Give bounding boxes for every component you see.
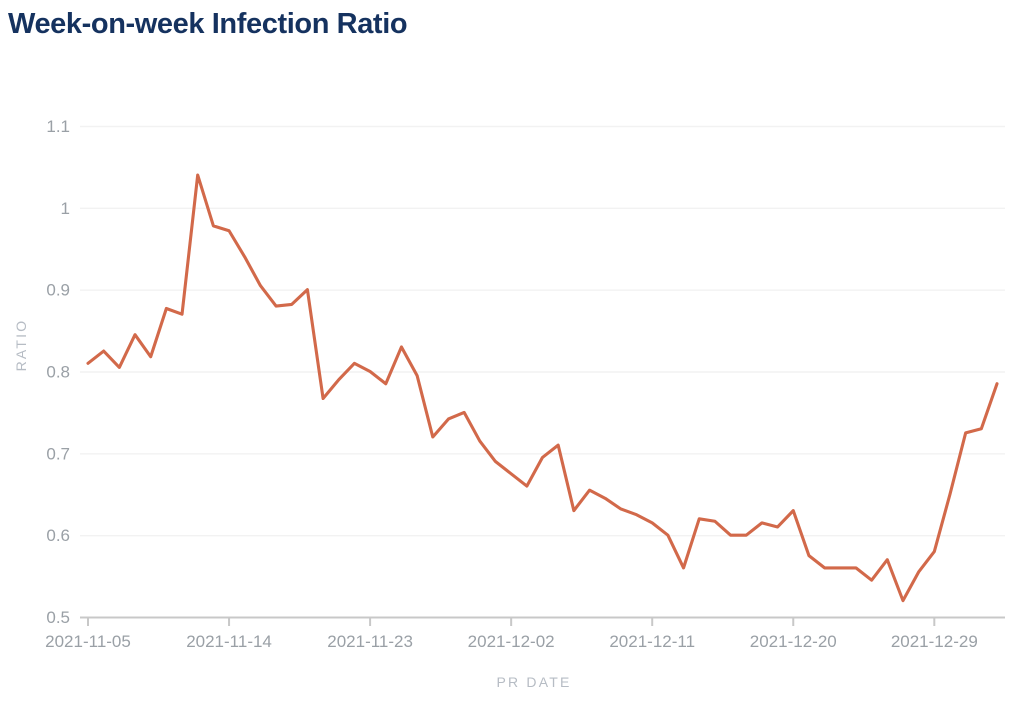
x-tick-group [87, 617, 936, 626]
series-line-infection-ratio [86, 173, 999, 603]
x-tick-label-group: 2021-11-05 2021-11-14 2021-11-23 2021-12-02… [45, 632, 978, 651]
y-tick-label-group: 0.5 0.6 0.7 0.8 0.9 1 1.1 [46, 117, 70, 627]
y-tick-label: 0.7 [46, 444, 70, 463]
y-tick-label: 0.8 [46, 363, 70, 382]
y-tick-label: 1.1 [46, 117, 70, 136]
y-tick-label: 1 [61, 199, 70, 218]
gridlines-group [80, 125, 1005, 537]
y-tick-label: 0.6 [46, 526, 70, 545]
x-tick-label: 2021-11-05 [45, 632, 131, 651]
x-axis-title: PR DATE [496, 674, 571, 690]
x-tick-label: 2021-11-23 [327, 632, 413, 651]
y-axis-title: RATIO [13, 319, 29, 372]
y-tick-label: 0.9 [46, 281, 70, 300]
y-tick-label: 0.5 [46, 608, 70, 627]
x-tick-label: 2021-12-20 [750, 632, 837, 651]
x-tick-label: 2021-12-29 [891, 632, 978, 651]
x-tick-label: 2021-11-14 [186, 632, 272, 651]
x-tick-label: 2021-12-02 [468, 632, 555, 651]
page-title: Week-on-week Infection Ratio [8, 8, 408, 40]
x-tick-label: 2021-12-11 [609, 632, 695, 651]
